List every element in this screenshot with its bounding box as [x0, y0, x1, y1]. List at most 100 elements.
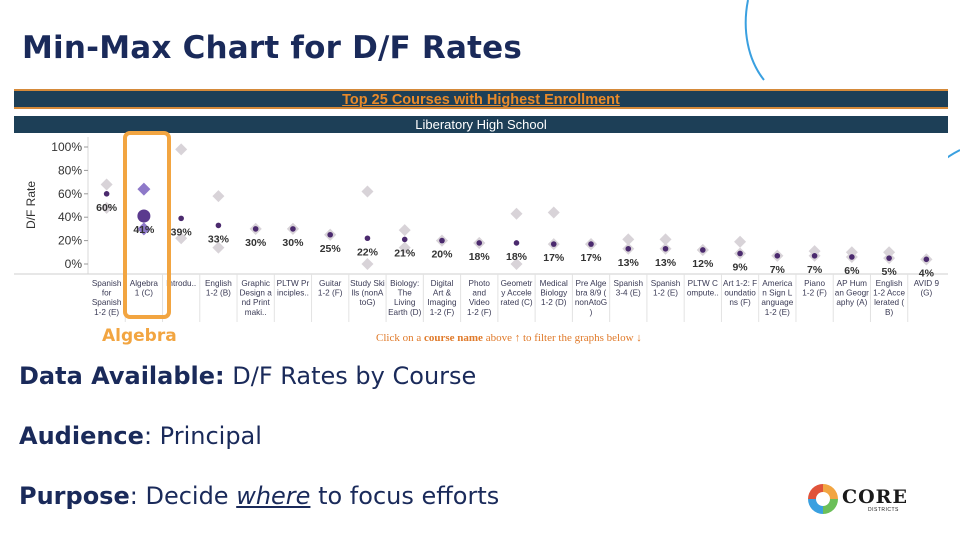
value-dot: [774, 253, 781, 259]
value-dot: [137, 209, 151, 223]
value-dot: [737, 250, 743, 257]
x-tick-label: Photo and Video 1-2 (F): [467, 279, 492, 317]
logo-sub: DISTRICTS: [868, 507, 899, 513]
hint-suffix: above ↑ to filter the graphs below ↓: [482, 332, 642, 344]
x-tick-label: Geometr y Accele rated (C): [500, 279, 533, 307]
data-label: 17%: [581, 252, 603, 264]
data-label: 20%: [431, 249, 453, 261]
min-diamond: [175, 232, 188, 245]
value-dot: [588, 241, 594, 247]
x-tick-label: Study Ski lls (nonA toG): [350, 279, 385, 307]
info-purpose: Purpose: Decide where to focus efforts: [19, 482, 499, 510]
max-diamond: [659, 233, 672, 246]
min-diamond: [510, 258, 523, 270]
x-tick-label: Spanish for Spanish 1-2 (E): [92, 279, 122, 317]
value-dot: [849, 254, 855, 260]
x-tick-label: English 1-2 (B): [205, 279, 232, 298]
info-label: Data Available:: [19, 362, 225, 390]
value-dot: [625, 245, 632, 252]
data-label: 39%: [171, 226, 193, 238]
dashboard-banner: Top 25 Courses with Highest Enrollment: [14, 89, 948, 109]
value-dot: [923, 256, 930, 263]
value-dot: [178, 215, 184, 222]
info-label: Audience: [19, 422, 144, 450]
value-dot: [401, 236, 408, 243]
info-emphasis: where: [236, 482, 311, 510]
value-dot: [886, 255, 892, 261]
hint-bold: course name: [423, 332, 483, 344]
data-label: 21%: [394, 247, 416, 259]
y-tick-label: 0%: [65, 257, 83, 271]
value-dot: [252, 226, 259, 232]
data-label: 18%: [469, 251, 491, 263]
data-label: 22%: [357, 246, 379, 258]
x-tick-label: Spanish 1-2 (E): [651, 279, 681, 298]
y-tick-label: 100%: [51, 140, 82, 154]
x-tick-label: Piano 1-2 (F): [802, 279, 827, 298]
data-label: 13%: [618, 257, 640, 269]
data-label: 5%: [882, 266, 898, 278]
x-tick-label: Algebra 1 (C): [130, 279, 159, 298]
x-tick-label: AP Hum an Geogr aphy (A): [835, 279, 869, 307]
value-dot: [439, 237, 445, 244]
page-title: Min-Max Chart for D/F Rates: [22, 30, 522, 66]
school-banner: Liberatory High School: [14, 116, 948, 133]
value-dot: [662, 245, 669, 252]
min-diamond: [137, 222, 151, 236]
x-tick-label: Spanish 3-4 (E): [613, 279, 643, 298]
data-label: 7%: [807, 264, 823, 276]
data-label: 60%: [96, 202, 118, 214]
y-tick-label: 40%: [58, 210, 82, 224]
data-label: 7%: [770, 264, 786, 276]
x-tick-label: Pre Alge bra 8/9 (nonAtoG): [575, 279, 607, 317]
data-label: 30%: [245, 237, 267, 249]
data-label: 25%: [320, 243, 342, 255]
min-diamond: [398, 241, 411, 254]
value-dot: [290, 226, 296, 232]
value-dot: [476, 240, 483, 246]
value-dot: [327, 231, 333, 238]
y-axis-label: D/F Rate: [24, 181, 38, 229]
max-diamond: [100, 178, 113, 191]
value-dot: [215, 222, 222, 229]
logo-name: CORE: [842, 486, 908, 508]
min-diamond: [212, 241, 225, 254]
data-label: 18%: [506, 251, 528, 263]
max-diamond: [398, 224, 411, 237]
algebra-highlight-box: [123, 131, 171, 319]
data-label: 4%: [919, 267, 935, 279]
value-dot: [513, 240, 520, 246]
max-diamond: [137, 182, 151, 196]
dashboard-title[interactable]: Top 25 Courses with Highest Enrollment: [342, 92, 620, 108]
min-diamond: [361, 258, 374, 270]
x-tick-label: Digital Art & Imaging 1-2 (F): [427, 279, 457, 317]
y-tick-label: 60%: [58, 187, 82, 201]
info-text: : Principal: [143, 422, 262, 450]
core-logo-icon: [808, 484, 838, 514]
max-diamond: [622, 233, 635, 246]
max-diamond: [212, 190, 225, 203]
data-label: 17%: [543, 252, 565, 264]
x-tick-label: PLTW Pr inciples..: [277, 279, 310, 298]
info-label: Purpose: [19, 482, 130, 510]
info-text-after: to focus efforts: [310, 482, 500, 510]
value-dot: [550, 241, 557, 247]
school-name: Liberatory High School: [415, 117, 547, 132]
x-tick-label: Medical Biology 1-2 (D): [540, 279, 568, 307]
value-dot: [811, 253, 818, 259]
value-dot: [364, 235, 371, 242]
data-label: 30%: [282, 237, 304, 249]
info-data-available: Data Available: D/F Rates by Course: [19, 362, 476, 390]
y-tick-label: 20%: [58, 234, 82, 248]
y-tick-label: 80%: [58, 163, 82, 177]
x-tick-label: Guitar 1-2 (F): [318, 279, 343, 298]
max-diamond: [175, 143, 188, 156]
x-tick-label: Introdu..: [166, 279, 196, 288]
hint-prefix: Click on a: [376, 332, 424, 344]
data-label: 33%: [208, 233, 230, 245]
filter-hint: Click on a course name above ↑ to filter…: [376, 332, 642, 344]
data-label: 12%: [692, 258, 714, 270]
